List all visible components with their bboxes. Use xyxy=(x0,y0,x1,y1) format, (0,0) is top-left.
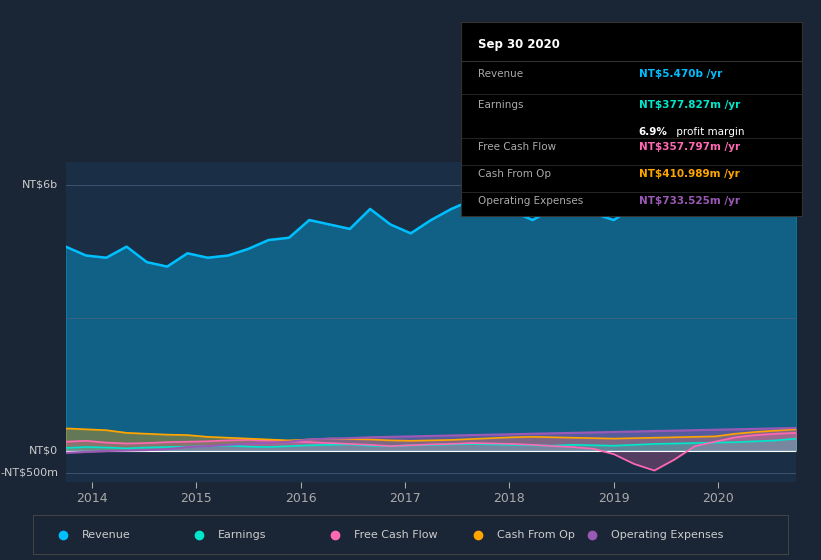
Text: Cash From Op: Cash From Op xyxy=(479,169,552,179)
Text: Operating Expenses: Operating Expenses xyxy=(611,530,723,540)
Text: 6.9%: 6.9% xyxy=(639,127,667,137)
Text: Free Cash Flow: Free Cash Flow xyxy=(479,142,557,152)
Text: NT$410.989m /yr: NT$410.989m /yr xyxy=(639,169,740,179)
Text: Sep 30 2020: Sep 30 2020 xyxy=(479,38,560,51)
Text: Operating Expenses: Operating Expenses xyxy=(479,197,584,206)
Text: profit margin: profit margin xyxy=(672,127,744,137)
Text: NT$733.525m /yr: NT$733.525m /yr xyxy=(639,197,740,206)
Text: Earnings: Earnings xyxy=(479,100,524,110)
Text: -NT$500m: -NT$500m xyxy=(0,468,58,478)
Text: Free Cash Flow: Free Cash Flow xyxy=(354,530,438,540)
Text: NT$5.470b /yr: NT$5.470b /yr xyxy=(639,69,722,79)
Text: Earnings: Earnings xyxy=(218,530,266,540)
Text: NT$377.827m /yr: NT$377.827m /yr xyxy=(639,100,740,110)
Text: Revenue: Revenue xyxy=(82,530,131,540)
Text: Revenue: Revenue xyxy=(479,69,524,79)
Text: Cash From Op: Cash From Op xyxy=(498,530,576,540)
Text: NT$6b: NT$6b xyxy=(22,180,58,190)
Text: NT$0: NT$0 xyxy=(30,446,58,456)
Text: NT$357.797m /yr: NT$357.797m /yr xyxy=(639,142,740,152)
